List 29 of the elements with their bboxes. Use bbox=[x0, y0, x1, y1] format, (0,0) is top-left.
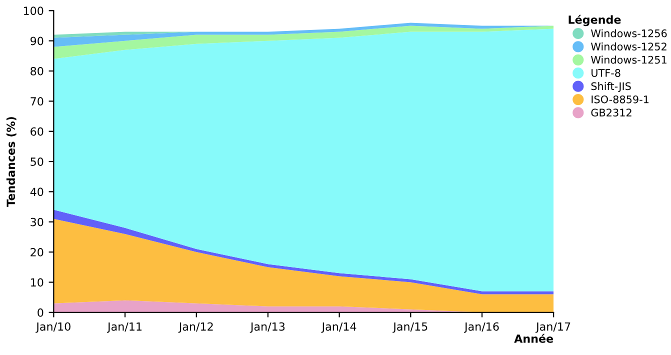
y-tick-label: 60 bbox=[30, 127, 44, 136]
x-tick-label: Jan/11 bbox=[106, 322, 142, 333]
legend-label: Windows-1251 bbox=[591, 56, 666, 64]
legend-label: Windows-1252 bbox=[591, 42, 666, 50]
y-tick-label: 0 bbox=[38, 308, 44, 317]
x-tick-label: Jan/15 bbox=[392, 322, 428, 333]
y-tick-label: 100 bbox=[24, 6, 44, 16]
y-tick-label: 80 bbox=[30, 66, 44, 76]
legend-title: Légende bbox=[568, 14, 621, 26]
legend-label: GB2312 bbox=[591, 108, 632, 117]
legend-label: ISO-8859-1 bbox=[592, 95, 649, 104]
x-tick-label: Jan/12 bbox=[178, 322, 213, 333]
y-tick-label: 20 bbox=[30, 248, 44, 256]
y-tick-label: 30 bbox=[30, 218, 44, 226]
y-tick-label: 90 bbox=[30, 36, 44, 46]
y-tick-label: 70 bbox=[30, 97, 44, 106]
legend-label: Windows-1256 bbox=[591, 29, 667, 38]
x-tick-label: Jan/17 bbox=[535, 322, 570, 333]
x-tick-label: Jan/13 bbox=[250, 322, 285, 333]
y-axis-title: Tendances (%) bbox=[6, 117, 16, 207]
x-tick-label: Jan/16 bbox=[464, 322, 499, 333]
y-tick-label: 40 bbox=[30, 188, 44, 196]
x-tick-label: Jan/10 bbox=[36, 322, 70, 333]
y-tick-label: 50 bbox=[30, 158, 44, 166]
legend-label: UTF-8 bbox=[592, 69, 620, 77]
legend-label: Shift-JIS bbox=[591, 82, 631, 92]
y-tick-label: 10 bbox=[31, 278, 44, 287]
x-axis-title: Année bbox=[514, 334, 554, 343]
x-tick-label: Jan/14 bbox=[321, 322, 356, 333]
